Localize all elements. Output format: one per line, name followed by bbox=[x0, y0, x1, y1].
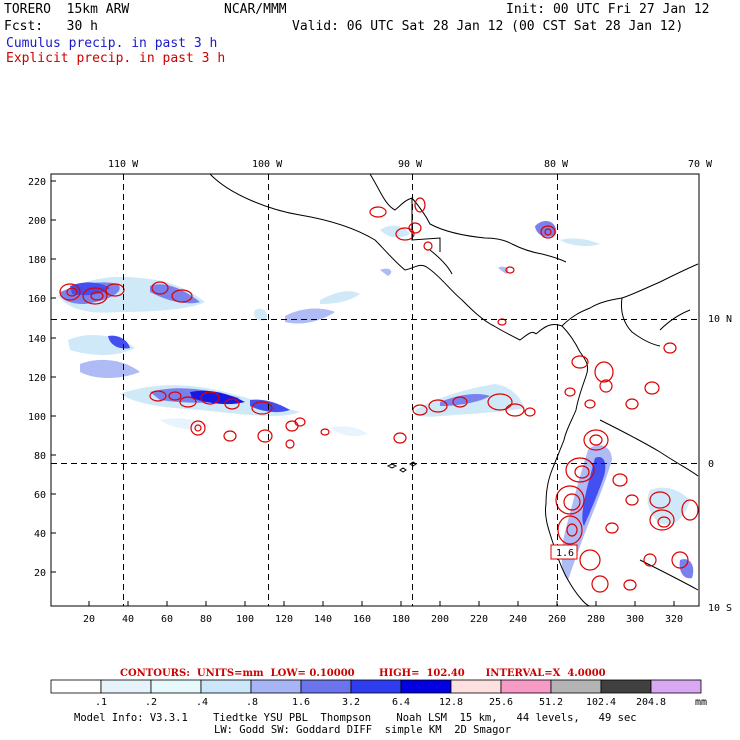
y-tick-label: 20 bbox=[34, 568, 46, 579]
x-tick-label: 20 bbox=[83, 614, 95, 625]
init-time: Init: 00 UTC Fri 27 Jan 12 bbox=[506, 2, 710, 17]
legend-swatch bbox=[200, 679, 252, 694]
legend-swatch bbox=[100, 679, 152, 694]
lat-label-0: 0 bbox=[708, 459, 714, 470]
legend-bin-label: 51.2 bbox=[539, 697, 563, 708]
legend-swatch bbox=[400, 679, 452, 694]
x-tick-label: 160 bbox=[353, 614, 371, 625]
contour-label: 1.6 bbox=[556, 548, 574, 559]
legend-units: mm bbox=[695, 697, 707, 708]
lon-label-80w: 80 W bbox=[544, 159, 569, 170]
legend-swatch bbox=[350, 679, 402, 694]
forecast-hour: Fcst: 30 h bbox=[4, 19, 98, 34]
x-tick-label: 260 bbox=[548, 614, 566, 625]
color-legend bbox=[50, 679, 702, 694]
x-tick-label: 240 bbox=[509, 614, 527, 625]
lon-label-90w: 90 W bbox=[398, 159, 423, 170]
x-tick-label: 220 bbox=[470, 614, 488, 625]
legend-swatch bbox=[250, 679, 302, 694]
legend-bin-label: 204.8 bbox=[636, 697, 666, 708]
lon-label-110w: 110 W bbox=[108, 159, 139, 170]
y-tick-label: 60 bbox=[34, 490, 46, 501]
legend-bin-label: 102.4 bbox=[586, 697, 616, 708]
y-tick-label: 120 bbox=[28, 373, 46, 384]
y-tick-label: 180 bbox=[28, 255, 46, 266]
x-tick-label: 280 bbox=[587, 614, 605, 625]
legend-labels: .1 .2 .4 .8 1.6 3.2 6.4 12.8 25.6 51.2 1… bbox=[95, 697, 707, 708]
axis-ticks bbox=[51, 180, 675, 606]
contour-label-box bbox=[550, 544, 578, 560]
legend-swatch bbox=[650, 679, 702, 694]
y-tick-label: 200 bbox=[28, 216, 46, 227]
legend-swatch bbox=[300, 679, 352, 694]
y-tick-label: 40 bbox=[34, 529, 46, 540]
legend-bin-label: .1 bbox=[95, 697, 107, 708]
lat-lon-gridlines bbox=[51, 174, 699, 606]
org-label: NCAR/MMM bbox=[224, 2, 287, 17]
x-tick-label: 200 bbox=[431, 614, 449, 625]
lon-label-70w: 70 W bbox=[688, 159, 713, 170]
lon-label-100w: 100 W bbox=[252, 159, 283, 170]
x-tick-label: 40 bbox=[122, 614, 134, 625]
coastlines bbox=[209, 174, 699, 606]
x-tick-label: 80 bbox=[200, 614, 212, 625]
lat-label-10n: 10 N bbox=[708, 314, 732, 325]
x-tick-label: 120 bbox=[275, 614, 293, 625]
legend-bin-label: .4 bbox=[196, 697, 208, 708]
lat-label-10s: 10 S bbox=[708, 603, 732, 614]
model-info-line1: Model Info: V3.3.1 Tiedtke YSU PBL Thomp… bbox=[74, 712, 637, 724]
legend-swatch bbox=[150, 679, 202, 694]
legend-bin-label: .2 bbox=[145, 697, 157, 708]
contours-info: CONTOURS: UNITS=mm LOW= 0.10000 HIGH= 10… bbox=[120, 668, 606, 679]
valid-time: Valid: 06 UTC Sat 28 Jan 12 (00 CST Sat … bbox=[292, 19, 684, 34]
cumulus-field-label: Cumulus precip. in past 3 h bbox=[6, 36, 218, 51]
legend-swatch bbox=[450, 679, 502, 694]
legend-swatch bbox=[600, 679, 652, 694]
legend-bin-label: 1.6 bbox=[292, 697, 310, 708]
y-tick-label: 220 bbox=[28, 177, 46, 188]
y-tick-label: 160 bbox=[28, 294, 46, 305]
y-tick-label: 80 bbox=[34, 451, 46, 462]
legend-bin-label: 3.2 bbox=[342, 697, 360, 708]
legend-swatch bbox=[50, 679, 102, 694]
x-tick-label: 140 bbox=[314, 614, 332, 625]
legend-bin-label: 12.8 bbox=[439, 697, 463, 708]
legend-bin-label: .8 bbox=[246, 697, 258, 708]
model-title: TORERO 15km ARW bbox=[4, 2, 130, 17]
explicit-field-label: Explicit precip. in past 3 h bbox=[6, 51, 226, 66]
x-tick-label: 100 bbox=[236, 614, 254, 625]
x-tick-label: 60 bbox=[161, 614, 173, 625]
x-tick-label: 320 bbox=[665, 614, 683, 625]
model-info-line2: LW: Godd SW: Goddard DIFF simple KM 2D S… bbox=[214, 724, 512, 736]
y-tick-label: 100 bbox=[28, 412, 46, 423]
explicit-precip-contours bbox=[59, 197, 699, 593]
x-tick-label: 180 bbox=[392, 614, 410, 625]
y-tick-label: 140 bbox=[28, 334, 46, 345]
x-tick-label: 300 bbox=[626, 614, 644, 625]
legend-swatch bbox=[500, 679, 552, 694]
legend-bin-label: 6.4 bbox=[392, 697, 410, 708]
map-frame bbox=[50, 173, 700, 607]
legend-bin-label: 25.6 bbox=[489, 697, 513, 708]
legend-swatch bbox=[550, 679, 602, 694]
